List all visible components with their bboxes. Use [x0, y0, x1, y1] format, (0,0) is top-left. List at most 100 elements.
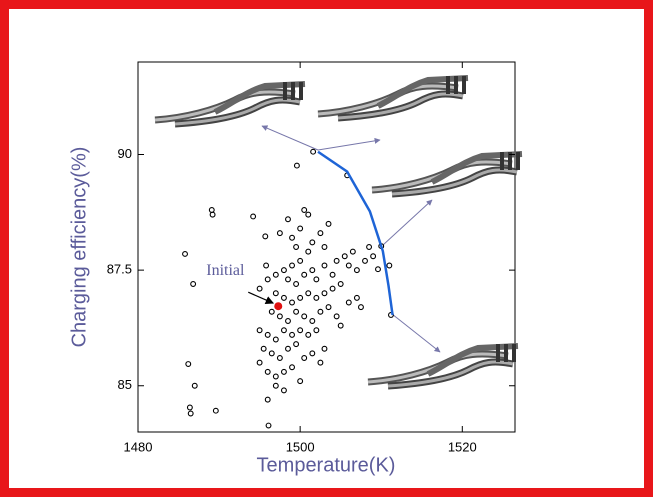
point	[353, 267, 360, 274]
point	[190, 281, 197, 287]
point	[317, 308, 324, 315]
point	[268, 350, 275, 357]
point	[337, 281, 344, 287]
point	[358, 304, 364, 311]
point	[297, 378, 304, 385]
point	[370, 253, 377, 260]
point	[293, 244, 300, 250]
point	[268, 308, 275, 315]
point	[285, 345, 291, 352]
point	[187, 410, 194, 417]
point	[321, 345, 328, 352]
point	[289, 234, 295, 241]
annotation-arrow	[248, 291, 275, 304]
point	[280, 368, 287, 375]
point	[272, 290, 279, 297]
point	[293, 308, 300, 315]
point	[289, 364, 295, 371]
point	[289, 299, 295, 306]
image-arrows	[261, 125, 441, 353]
point	[325, 304, 332, 311]
point	[309, 350, 316, 357]
point	[293, 162, 300, 169]
point	[289, 262, 295, 269]
point	[386, 262, 393, 269]
point	[310, 148, 317, 155]
point	[250, 213, 257, 220]
point	[185, 361, 192, 367]
x-axis-label: Temperature(K)	[257, 454, 396, 476]
point	[212, 407, 219, 414]
point	[349, 248, 356, 255]
point	[293, 281, 300, 287]
point	[260, 345, 267, 352]
plot-frame	[137, 61, 516, 433]
point	[280, 327, 287, 334]
point	[276, 313, 283, 320]
point	[272, 271, 279, 278]
point	[366, 244, 373, 250]
point	[301, 355, 308, 361]
point	[362, 257, 368, 264]
point	[264, 368, 271, 375]
pareto-line	[317, 150, 394, 316]
point	[264, 331, 271, 338]
point	[272, 382, 279, 389]
point	[182, 250, 188, 257]
point	[285, 318, 291, 324]
point	[256, 285, 263, 292]
point	[353, 294, 360, 301]
point	[285, 216, 291, 223]
point	[313, 294, 320, 301]
x-tick-label: 1500	[286, 439, 315, 454]
point	[264, 276, 271, 283]
annotation-label: Initial	[206, 262, 245, 279]
point	[321, 244, 328, 250]
point	[186, 404, 193, 411]
point	[209, 211, 216, 218]
point	[297, 257, 304, 264]
point	[276, 230, 283, 237]
point	[301, 313, 308, 320]
point	[305, 290, 312, 297]
initial-point	[274, 302, 283, 311]
point	[317, 230, 324, 237]
point	[337, 322, 344, 329]
point	[317, 359, 324, 366]
point	[272, 336, 279, 343]
point	[329, 285, 336, 292]
point	[305, 211, 312, 218]
point	[301, 207, 308, 213]
point	[256, 359, 263, 366]
point	[285, 276, 291, 283]
point	[280, 267, 287, 274]
point	[333, 313, 340, 320]
point	[256, 327, 263, 334]
y-tick-label: 87.5	[107, 262, 132, 277]
point	[321, 262, 328, 269]
point	[293, 341, 300, 348]
y-axis-label: Charging efficiency(%)	[68, 147, 90, 348]
point	[265, 422, 272, 429]
point	[264, 396, 271, 403]
point	[345, 299, 352, 306]
point	[305, 248, 312, 255]
point	[280, 387, 287, 394]
x-tick-label: 1480	[124, 439, 153, 454]
point	[321, 290, 328, 297]
point	[297, 327, 304, 334]
point	[276, 355, 283, 361]
point	[329, 271, 336, 278]
point	[262, 233, 269, 240]
point	[297, 225, 304, 232]
point	[341, 253, 348, 260]
point	[272, 373, 279, 380]
point	[301, 271, 308, 278]
point	[309, 318, 316, 324]
point	[305, 331, 312, 338]
point	[263, 262, 270, 269]
point	[375, 266, 381, 273]
y-tick-label: 85	[118, 377, 132, 392]
